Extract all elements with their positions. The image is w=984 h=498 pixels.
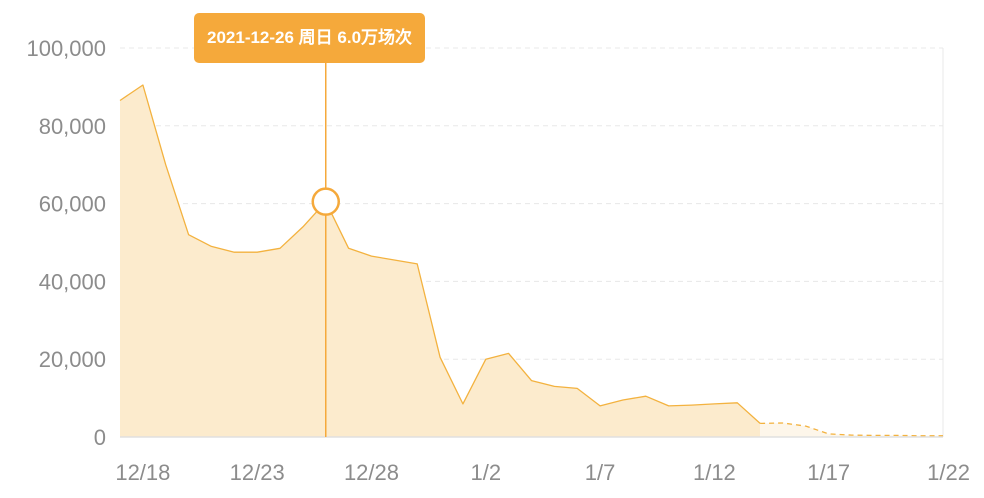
y-tick-label: 40,000 [39, 269, 106, 294]
hover-point [311, 187, 340, 216]
data-lines [119, 84, 943, 437]
y-tick-label: 0 [94, 425, 106, 450]
x-tick-label: 12/18 [115, 460, 170, 485]
x-tick-label: 1/22 [927, 460, 970, 485]
y-axis: 0 20,000 40,000 60,000 80,000 100,000 [26, 36, 106, 450]
y-tick-label: 20,000 [39, 347, 106, 372]
x-tick-label: 1/17 [807, 460, 850, 485]
y-tick-label: 100,000 [26, 36, 106, 61]
hover-indicator [311, 62, 340, 437]
x-axis-labels: 12/18 12/23 12/28 1/2 1/7 1/12 1/17 1/22 [115, 460, 970, 485]
data-areas [120, 85, 943, 437]
tooltip: 2021-12-26 周日 6.0万场次 [194, 13, 426, 63]
x-tick-label: 12/23 [230, 460, 285, 485]
x-tick-label: 1/7 [585, 460, 616, 485]
series-line [119, 84, 761, 424]
series-area [120, 85, 761, 437]
y-tick-label: 80,000 [39, 114, 106, 139]
x-tick-label: 1/12 [693, 460, 736, 485]
forecast-line [760, 422, 943, 437]
x-tick-label: 12/28 [344, 460, 399, 485]
x-tick-label: 1/2 [470, 460, 501, 485]
y-tick-label: 60,000 [39, 192, 106, 217]
